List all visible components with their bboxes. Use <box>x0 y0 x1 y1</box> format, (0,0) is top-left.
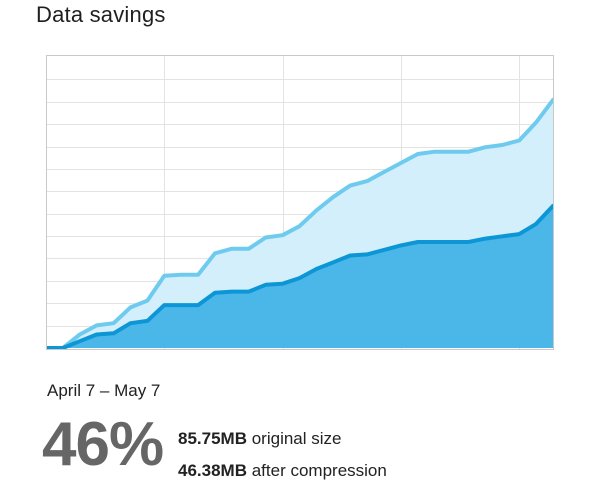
date-range-label: April 7 – May 7 <box>47 381 161 400</box>
data-savings-chart <box>46 55 554 350</box>
compressed-size-value: 46.38MB <box>178 461 247 480</box>
series-2-line <box>46 203 554 350</box>
series-2-area <box>46 205 553 348</box>
savings-percent: 46% <box>42 410 164 479</box>
original-size-text: original size <box>251 429 342 448</box>
series-1-line <box>46 97 554 350</box>
original-size-value: 85.75MB <box>178 429 247 448</box>
compressed-size-line: 46.38MB after compression <box>178 461 387 481</box>
original-size-line: 85.75MB original size <box>178 429 341 449</box>
chart-svg <box>46 55 554 350</box>
screen-title: Data savings <box>36 2 166 27</box>
compressed-size-text: after compression <box>251 461 387 480</box>
chart-border <box>46 55 554 350</box>
